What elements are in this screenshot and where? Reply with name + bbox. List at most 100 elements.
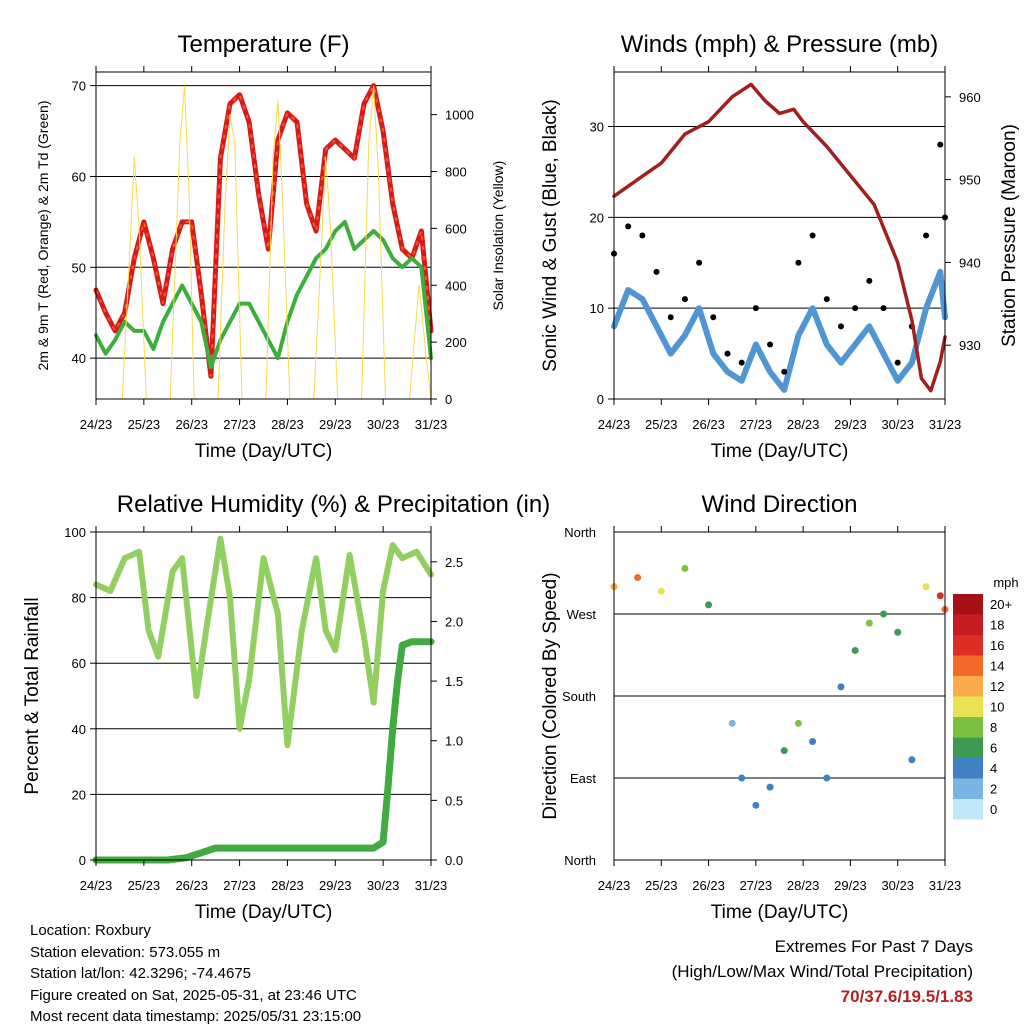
y-right-tick-label: 940 [959, 255, 981, 270]
x-tick-label: 29/23 [834, 417, 867, 432]
y-tick-label: East [570, 771, 596, 786]
direction-point [738, 774, 746, 782]
direction-point [865, 619, 873, 627]
extremes-subheading: (High/Low/Max Wind/Total Precipitation) [671, 962, 973, 981]
gust-point [894, 359, 901, 366]
temperature-panel: 24/23 25/23 26/23 27/23 28/23 29/23 30/23 31/23… [35, 31, 506, 462]
gust-point [781, 368, 788, 375]
x-tick-label: 25/23 [645, 417, 678, 432]
y-right-tick-label: 950 [959, 173, 981, 188]
x-tick-label: 25/23 [128, 878, 161, 893]
latlon-text: Station lat/lon: 42.3296; -74.4675 [30, 965, 252, 982]
y-tick-label: 60 [72, 169, 86, 184]
direction-ylabel: Direction (Colored By Speed) [540, 572, 561, 819]
elevation-text: Station elevation: 573.055 m [30, 943, 221, 961]
y-tick-label: South [562, 689, 596, 704]
x-tick-label: 30/23 [881, 417, 914, 432]
direction-point [837, 683, 845, 691]
x-tick-label: 26/23 [692, 417, 725, 432]
x-tick-label: 27/23 [223, 417, 256, 432]
direction-point [908, 756, 916, 764]
y-right-tick-label: 1.5 [445, 674, 463, 689]
legend-label: 2 [990, 782, 997, 797]
temperature-xlabel: Time (Day/UTC) [195, 441, 333, 462]
extremes-values: 70/37.6/19.5/1.83 [840, 987, 973, 1006]
legend-label: 0 [990, 802, 997, 817]
x-tick-label: 31/23 [415, 878, 448, 893]
timestamp-text: Most recent data timestamp: 2025/05/31 2… [30, 1008, 362, 1025]
gust-point [795, 259, 802, 266]
legend-label: 6 [990, 741, 997, 756]
x-tick-label: 28/23 [787, 417, 820, 432]
humidity-panel: 24/23 25/23 26/23 27/23 28/23 29/23 30/23 31/23… [22, 491, 550, 923]
humidity-xlabel: Time (Day/UTC) [195, 902, 333, 923]
y-tick-label: 70 [72, 79, 86, 94]
x-tick-label: 26/23 [175, 878, 208, 893]
x-tick-label: 27/23 [740, 417, 773, 432]
direction-point [657, 587, 665, 595]
y-right-tick-label: 0.0 [445, 853, 463, 868]
x-tick-label: 30/23 [367, 417, 400, 432]
solar-line [95, 85, 432, 400]
gust-point [767, 341, 774, 348]
legend-swatch [953, 799, 983, 820]
gust-point [866, 277, 873, 284]
legend-label: 20+ [990, 597, 1012, 612]
direction-title: Wind Direction [701, 491, 857, 518]
y-tick-label: 40 [72, 722, 86, 737]
direction-point [634, 574, 642, 582]
humidity-title: Relative Humidity (%) & Precipitation (i… [117, 491, 550, 518]
temp-line [93, 83, 434, 379]
direction-point [752, 801, 760, 809]
gust-point [667, 314, 674, 321]
x-tick-label: 24/23 [80, 417, 113, 432]
y-tick-label: 20 [590, 210, 604, 225]
y-tick-label: North [564, 853, 596, 868]
legend-label: 10 [990, 700, 1004, 715]
direction-point [780, 747, 788, 755]
y-tick-label: 60 [72, 656, 86, 671]
x-tick-label: 27/23 [223, 878, 256, 893]
dewpoint-line [94, 219, 433, 370]
y-tick-label: North [564, 525, 596, 540]
legend-label: 4 [990, 761, 997, 776]
x-tick-label: 25/23 [128, 417, 161, 432]
legend-swatch [953, 655, 983, 676]
y-tick-label: 50 [72, 260, 86, 275]
direction-point [851, 646, 859, 654]
y-tick-label: 20 [72, 787, 86, 802]
legend-swatch [953, 758, 983, 779]
legend-swatch [953, 594, 983, 615]
y-tick-label: West [567, 607, 597, 622]
y-tick-label: 0 [597, 392, 604, 407]
y-tick-label: 100 [64, 525, 86, 540]
y-right-tick-label: 2.0 [445, 614, 463, 629]
precip-line [92, 638, 435, 864]
x-tick-label: 25/23 [645, 878, 678, 893]
y-tick-label: 0 [79, 853, 86, 868]
temperature-ylabel: 2m & 9m T (Red, Orange) & 2m Td (Green) [35, 101, 51, 371]
x-tick-label: 28/23 [271, 878, 304, 893]
winds-panel: 24/23 25/23 26/23 27/23 28/23 29/23 30/23 31/23… [540, 31, 1020, 462]
x-tick-label: 27/23 [740, 878, 773, 893]
y-tick-label: 10 [590, 301, 604, 316]
x-tick-label: 31/23 [929, 417, 962, 432]
legend-label: 18 [990, 618, 1004, 633]
x-tick-label: 29/23 [319, 417, 352, 432]
y-tick-label: 80 [72, 591, 86, 606]
legend-swatch [953, 778, 983, 799]
direction-point [823, 774, 831, 782]
pressure-line [612, 82, 947, 393]
x-tick-label: 28/23 [787, 878, 820, 893]
legend-swatch [953, 717, 983, 738]
direction-xlabel: Time (Day/UTC) [711, 902, 849, 923]
gust-point [880, 305, 887, 312]
legend-title: mph [993, 575, 1018, 590]
y-right-tick-label: 200 [445, 335, 467, 350]
extremes-box: Extremes For Past 7 Days (High/Low/Max W… [672, 934, 973, 1009]
location-text: Location: Roxbury [30, 922, 151, 939]
speed-legend: mph 20+ 18 16 14 12 10 8 6 4 2 0 [953, 575, 1019, 820]
gust-point [837, 323, 844, 330]
legend-swatch [953, 614, 983, 635]
y-right-tick-label: 2.5 [445, 555, 463, 570]
